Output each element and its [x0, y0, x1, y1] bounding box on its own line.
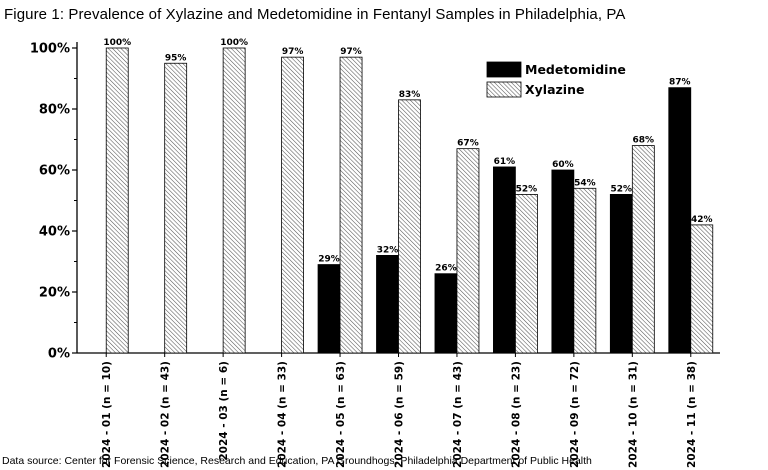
bar-xylazine [515, 193, 538, 354]
data-label-xylazine: 54% [574, 178, 596, 188]
bar-xylazine [456, 148, 480, 354]
x-tick-label: 2024 - 10 (n = 31) [627, 361, 639, 468]
y-tick-label: 20% [39, 286, 70, 301]
data-label-xylazine: 95% [165, 53, 187, 63]
x-tick-label: 2024 - 01 (n = 10) [101, 361, 113, 468]
data-label-medetomidine: 26% [435, 264, 457, 274]
x-tick-label: 2024 - 04 (n = 33) [277, 361, 289, 468]
data-labels: 100% 95% 100% 97% 29% 97% 32% 83% 26% 67% 61% 52% 60… [103, 38, 712, 274]
legend-swatch-xylazine [486, 81, 522, 98]
x-tick-label: 2024 - 09 (n = 72) [569, 361, 581, 468]
y-tick-label: 0% [48, 347, 70, 362]
bar-medetomidine [609, 193, 633, 354]
x-tick-label: 2024 - 03 (n = 6) [218, 361, 230, 461]
bars [105, 47, 714, 357]
x-tick-label: 2024 - 02 (n = 43) [160, 361, 172, 468]
y-tick-label: 80% [39, 103, 70, 118]
legend-swatch-medetomidine [486, 61, 522, 78]
bar-medetomidine [376, 254, 399, 354]
bar-xylazine [690, 224, 714, 354]
bar-xylazine [222, 47, 246, 354]
y-tick-label: 40% [39, 225, 70, 240]
bar-xylazine [339, 56, 363, 354]
data-label-xylazine: 42% [691, 215, 713, 225]
x-tick-label: 2024 - 06 (n = 59) [394, 361, 406, 468]
data-label-medetomidine: 52% [611, 184, 633, 194]
data-label-xylazine: 67% [457, 139, 479, 149]
x-axis-labels: 2024 - 01 (n = 10) 2024 - 02 (n = 43) 2024… [101, 361, 698, 468]
data-label-xylazine: 100% [103, 38, 131, 48]
data-label-xylazine: 100% [220, 38, 248, 48]
data-source-note: Data source: Center for Forensic Science… [2, 455, 592, 467]
y-axis-ticks: 0% 20% 40% 60% 80% 100% [30, 42, 77, 362]
y-tick-label: 100% [30, 42, 70, 57]
bar-medetomidine [551, 169, 575, 354]
bar-xylazine [398, 99, 421, 354]
data-label-medetomidine: 60% [552, 160, 574, 170]
data-label-medetomidine: 87% [669, 78, 691, 88]
bar-xylazine [281, 56, 304, 354]
bar-xylazine [631, 145, 655, 354]
legend: Medetomidine Xylazine [486, 61, 626, 98]
x-tick-label: 2024 - 08 (n = 23) [510, 361, 522, 468]
y-tick-label: 60% [39, 164, 70, 179]
data-label-xylazine: 83% [399, 90, 421, 100]
data-label-medetomidine: 29% [318, 255, 340, 265]
bar-medetomidine [493, 166, 516, 354]
bar-medetomidine [668, 87, 692, 354]
data-label-xylazine: 97% [340, 47, 362, 57]
bar-xylazine [105, 47, 129, 354]
legend-label-medetomidine: Medetomidine [525, 62, 626, 77]
bar-xylazine [164, 62, 188, 354]
data-label-xylazine: 68% [633, 136, 655, 146]
data-label-medetomidine: 32% [377, 245, 399, 255]
x-tick-label: 2024 - 11 (n = 38) [686, 361, 698, 468]
legend-label-xylazine: Xylazine [525, 82, 584, 97]
data-label-xylazine: 97% [282, 47, 304, 57]
data-label-medetomidine: 61% [494, 157, 516, 167]
chart-title: Figure 1: Prevalence of Xylazine and Med… [4, 6, 626, 23]
bar-medetomidine [317, 264, 341, 354]
x-tick-label: 2024 - 05 (n = 63) [335, 361, 347, 468]
bar-medetomidine [434, 273, 458, 354]
data-label-xylazine: 52% [516, 184, 538, 194]
x-tick-label: 2024 - 07 (n = 43) [452, 361, 464, 468]
bar-xylazine [573, 187, 597, 354]
